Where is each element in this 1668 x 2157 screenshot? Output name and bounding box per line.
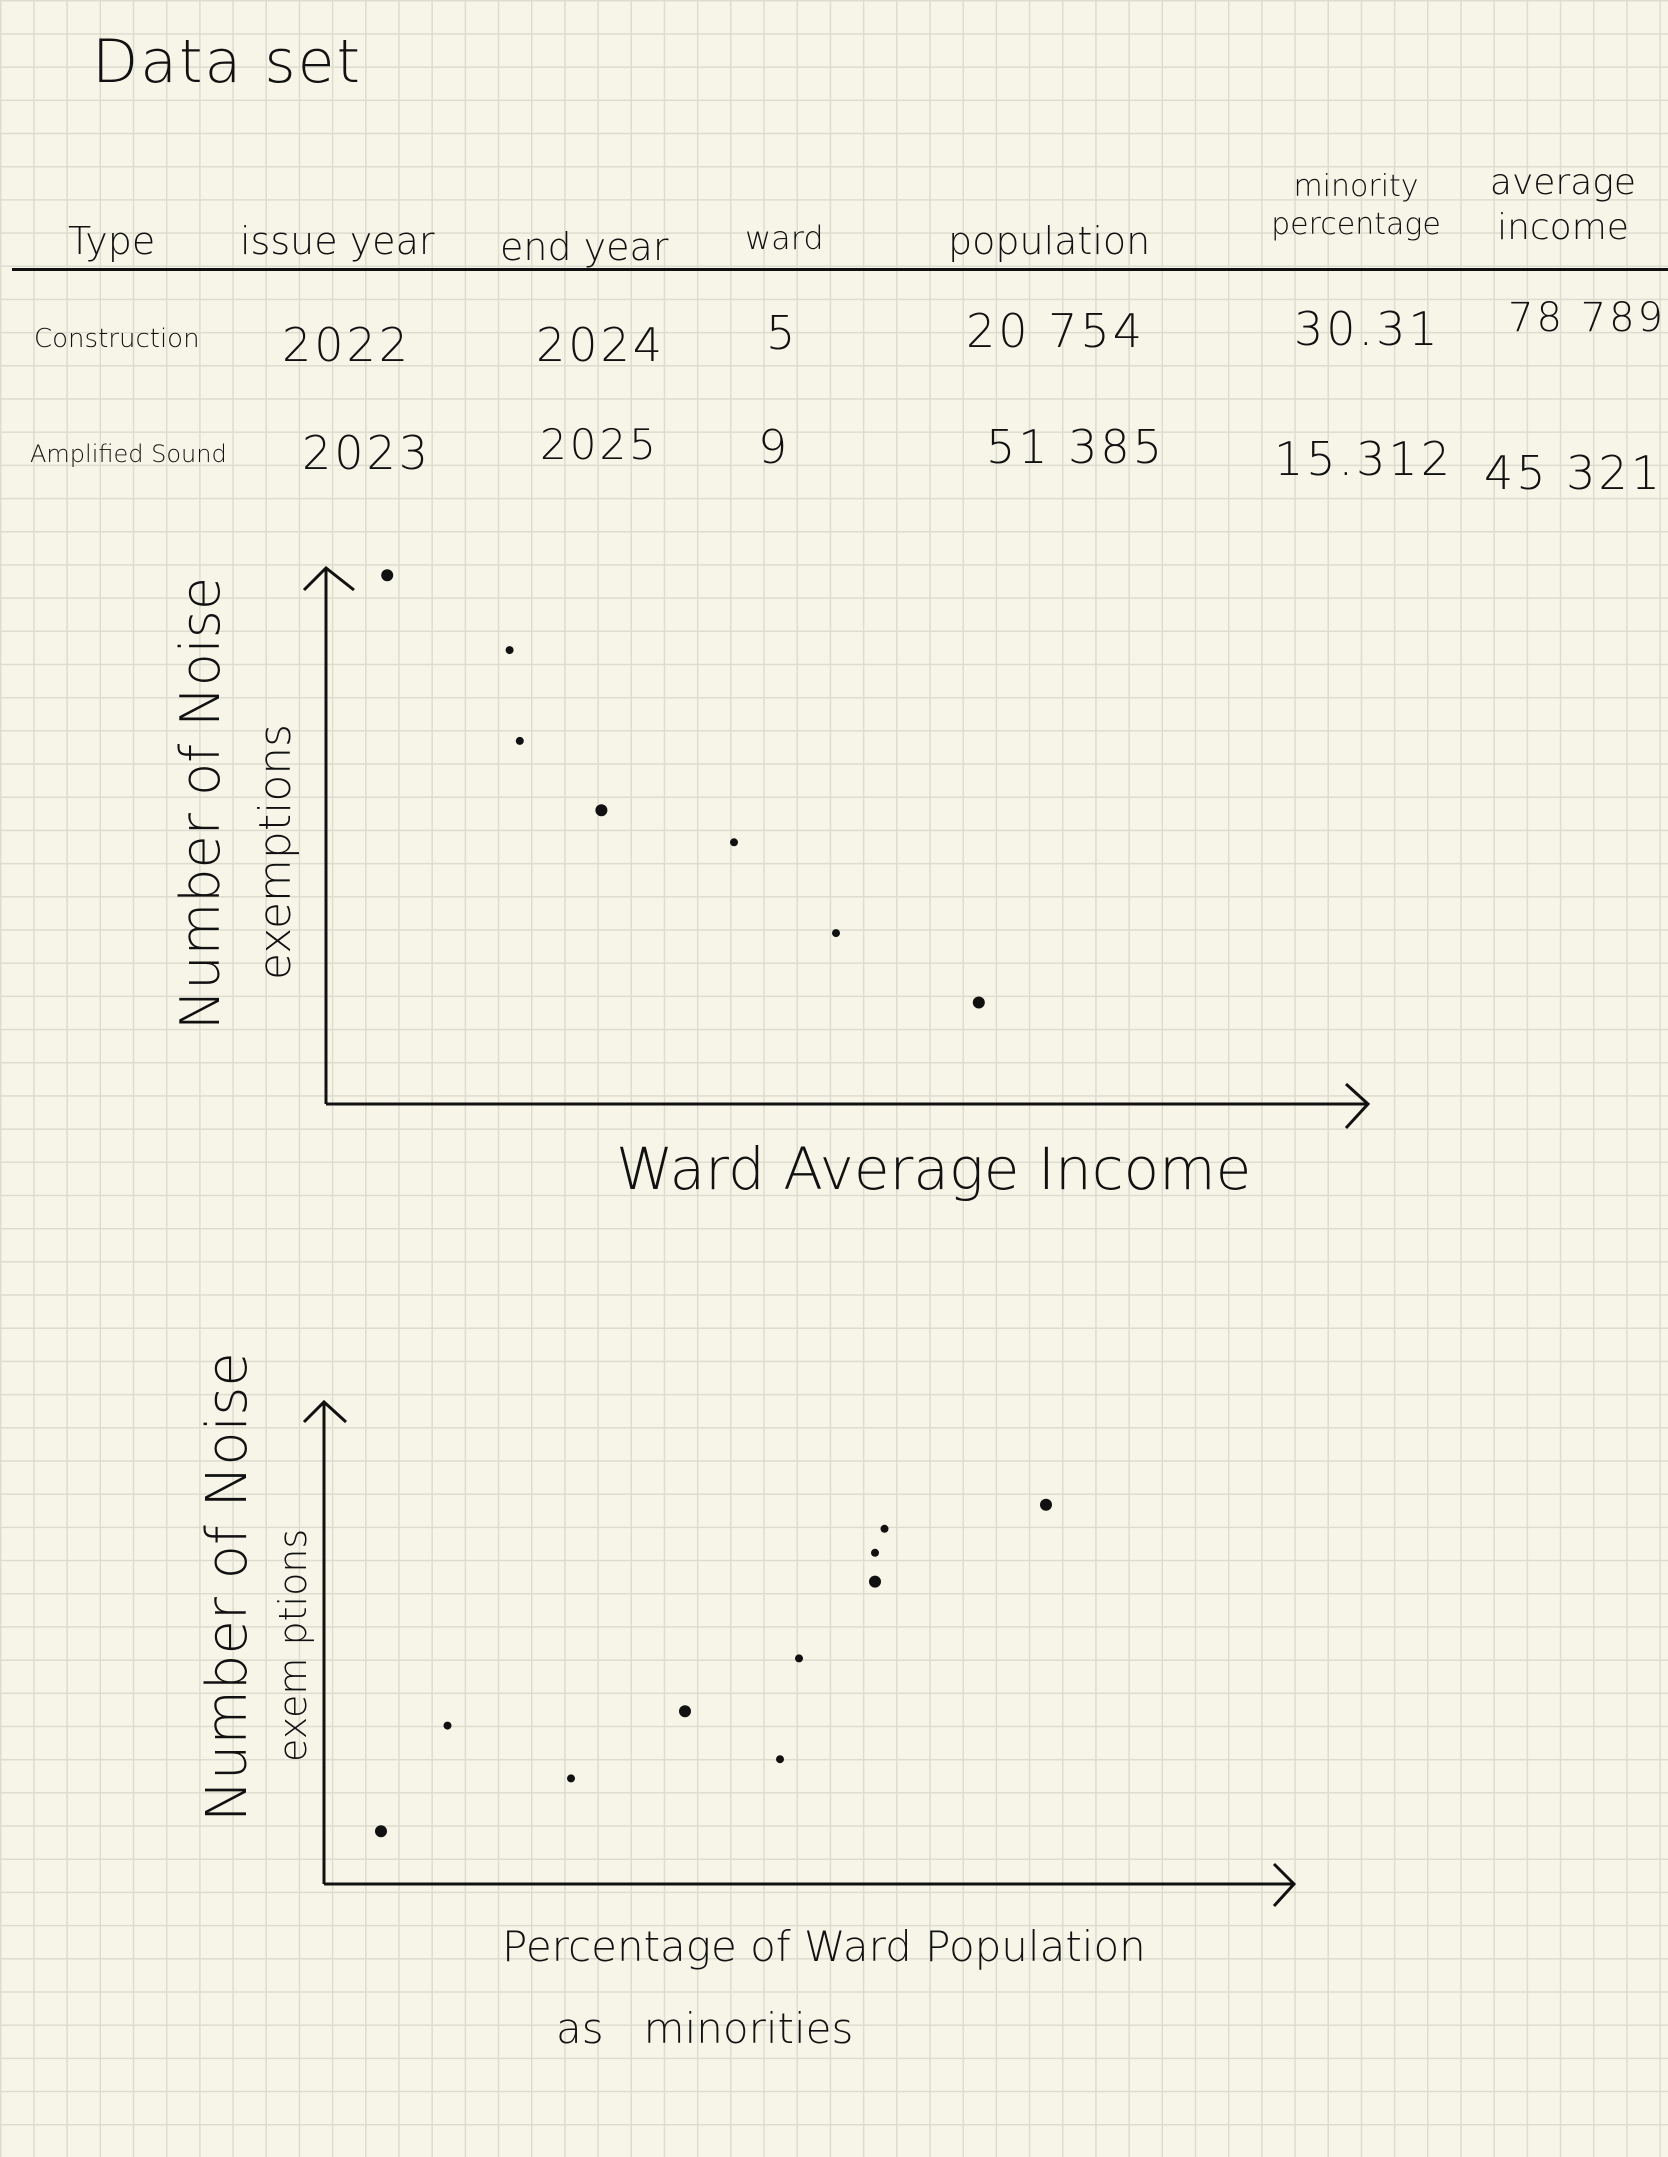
chart2-y-axis-arrow bbox=[302, 1399, 348, 1424]
row1-ward: 5 bbox=[766, 306, 799, 360]
chart1-y-axis-arrow bbox=[302, 565, 355, 592]
chart1-points bbox=[381, 569, 985, 1009]
chart2-y-axis-title-line2: exem ptions bbox=[271, 1528, 315, 1762]
chart2-point-4 bbox=[679, 1705, 691, 1718]
header-issue-year: issue year bbox=[240, 219, 435, 263]
chart2-point-1 bbox=[375, 1825, 387, 1838]
chart2-point-3 bbox=[567, 1774, 575, 1783]
row2-population: 51 385 bbox=[986, 420, 1165, 474]
row1-population: 20 754 bbox=[966, 304, 1145, 358]
header-income-line1: average bbox=[1489, 162, 1637, 203]
row1-average-income: 78 789 bbox=[1508, 295, 1666, 341]
chart1-y-axis bbox=[302, 565, 355, 1104]
chart2-x-axis-title-line2: as minorities bbox=[556, 2004, 854, 2053]
chart1-point-7 bbox=[972, 996, 985, 1009]
chart1-x-axis-title: Ward Average Income bbox=[616, 1135, 1252, 1203]
chart2-y-axis-title-line1: Number of Noise bbox=[195, 1352, 260, 1822]
header-population: population bbox=[948, 219, 1151, 263]
chart1-point-4 bbox=[595, 804, 608, 817]
chart1-point-2 bbox=[505, 646, 514, 655]
chart1-point-6 bbox=[832, 929, 840, 938]
chart2-point-5 bbox=[776, 1755, 784, 1764]
chart1-x-axis-arrow bbox=[1344, 1082, 1371, 1130]
chart1-point-3 bbox=[515, 736, 524, 745]
table-header-rule bbox=[12, 268, 1668, 271]
chart2-point-6 bbox=[795, 1654, 803, 1663]
chart2-point-10 bbox=[1040, 1498, 1052, 1511]
chart2-x-axis-arrow bbox=[1272, 1862, 1297, 1908]
chart1-x-axis bbox=[326, 1082, 1371, 1130]
row2-issue-year: 2023 bbox=[302, 426, 432, 480]
header-ward: ward bbox=[745, 219, 824, 257]
row2-minority-percentage: 15.312 bbox=[1274, 432, 1453, 486]
chart1-point-5 bbox=[730, 838, 738, 847]
row2-end-year: 2025 bbox=[540, 420, 659, 469]
header-minority-line1: minority bbox=[1293, 169, 1419, 204]
row2-type: Amplified Sound bbox=[30, 440, 227, 468]
header-minority-percentage: minority percentage bbox=[1266, 168, 1446, 243]
row2-ward: 9 bbox=[758, 420, 791, 474]
row2-average-income: 45 321 bbox=[1484, 446, 1663, 500]
row1-minority-percentage: 30.31 bbox=[1294, 302, 1441, 356]
header-type: Type bbox=[68, 219, 156, 263]
header-income-line2: income bbox=[1497, 207, 1629, 248]
header-average-income: average income bbox=[1468, 160, 1658, 250]
chart2-x-axis-title-line1: Percentage of Ward Population bbox=[502, 1922, 1146, 1971]
chart2-x-axis bbox=[324, 1862, 1297, 1908]
row1-type: Construction bbox=[34, 324, 200, 354]
chart2-point-2 bbox=[443, 1721, 452, 1730]
chart2-points bbox=[375, 1498, 1052, 1838]
page-title: Data set bbox=[92, 27, 363, 97]
chart2-point-9 bbox=[880, 1524, 889, 1533]
header-end-year: end year bbox=[500, 225, 669, 269]
chart2-point-7 bbox=[869, 1575, 881, 1588]
header-minority-line2: percentage bbox=[1271, 206, 1441, 242]
chart2-point-8 bbox=[871, 1548, 879, 1557]
row1-end-year: 2024 bbox=[536, 318, 666, 372]
row1-issue-year: 2022 bbox=[282, 318, 412, 372]
chart2-y-axis bbox=[302, 1399, 348, 1884]
chart1-point-1 bbox=[381, 569, 394, 582]
